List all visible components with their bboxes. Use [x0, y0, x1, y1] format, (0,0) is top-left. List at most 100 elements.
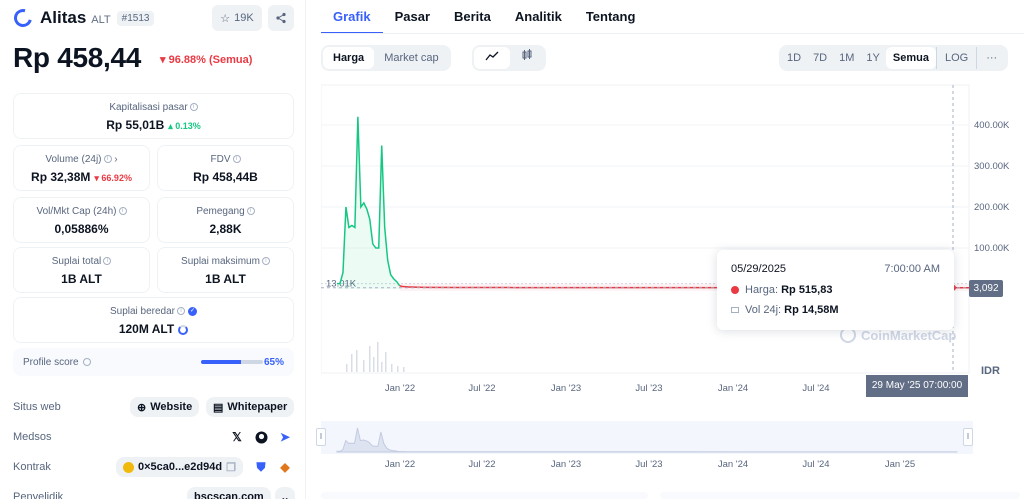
volume-bar — [381, 362, 383, 372]
market-cap-label: Kapitalisasi pasar — [109, 102, 188, 113]
volume-bar — [356, 350, 358, 372]
more-options-icon[interactable]: ··· — [976, 47, 1006, 69]
price-change: ▾ 96.88% (Semua) — [160, 53, 252, 66]
volume-bar — [373, 357, 375, 372]
fdv-label: FDV — [210, 154, 231, 165]
volume-bar — [385, 352, 387, 372]
price-toggle[interactable]: Harga — [323, 47, 375, 69]
range-1m[interactable]: 1M — [839, 52, 855, 64]
telegram-icon[interactable]: ➤ — [279, 430, 291, 444]
metamask-icon[interactable]: ◆ — [280, 460, 290, 474]
contract-address-value: 0×5ca0...e2d94d — [138, 461, 223, 473]
tooltip-price-row: Harga: Rp 515,83 — [731, 284, 832, 296]
chevron-right-icon: › — [114, 154, 118, 165]
log-scale-toggle[interactable]: LOG — [935, 47, 976, 69]
profile-score-fill — [201, 360, 242, 364]
price-line-up — [337, 116, 401, 287]
profile-score-bar — [201, 360, 263, 364]
watermark-text: CoinMarketCap — [861, 327, 957, 343]
volume-value: Rp 32,38M — [31, 170, 91, 184]
watchlist-button[interactable]: ☆ 19K — [212, 5, 262, 31]
candlestick-icon[interactable] — [510, 47, 544, 69]
holders-card: Pemegang i 2,88K — [157, 197, 294, 243]
vol-mkt-label: Vol/Mkt Cap (24h) — [36, 206, 117, 217]
coin-price: Rp 458,44 — [13, 42, 142, 73]
chart-style-toggle — [472, 45, 546, 71]
rank-badge: #1513 — [116, 10, 155, 26]
volume-label: Volume (24j) — [45, 154, 102, 165]
github-icon[interactable] — [251, 427, 271, 447]
volume-bar — [397, 366, 399, 372]
bnb-chain-icon — [123, 461, 134, 473]
document-icon: ▤ — [213, 401, 224, 414]
whitepaper-link[interactable]: ▤ Whitepaper — [206, 397, 295, 417]
tab-chart[interactable]: Grafik — [321, 0, 383, 34]
range-1d[interactable]: 1D — [787, 52, 802, 64]
explorer-link[interactable]: bscscan.com — [187, 487, 271, 499]
total-supply-card: Suplai total i 1B ALT — [13, 247, 150, 293]
contract-row-label: Kontrak — [13, 461, 51, 473]
tab-analytics[interactable]: Analitik — [514, 9, 562, 24]
crosshair-date-tag: 29 May '25 07:00:00 — [866, 375, 968, 397]
tooltip-volume-row: Vol 24j: Rp 14,58M — [731, 304, 839, 316]
range-7d[interactable]: 7D — [813, 52, 828, 64]
price-area-fill — [337, 116, 400, 289]
holders-label: Pemegang — [196, 206, 245, 217]
chart-navigator[interactable] — [321, 421, 973, 454]
volume-bar — [351, 354, 353, 372]
info-icon[interactable]: i — [118, 207, 127, 216]
tab-news[interactable]: Berita — [454, 9, 491, 24]
vol-mkt-value: 0,05886% — [54, 222, 109, 236]
navigator-left-handle[interactable]: ‖ — [316, 428, 326, 446]
navigator-tick-label: Jan '23 — [551, 459, 581, 470]
volume-bar — [369, 346, 371, 372]
star-icon: ☆ — [220, 12, 231, 25]
tabs-divider — [321, 33, 1024, 34]
info-icon[interactable]: i — [103, 155, 112, 164]
total-supply-value: 1B ALT — [61, 272, 102, 286]
website-link-label: Website — [150, 401, 193, 413]
time-range-selector: 1D 7D 1M 1Y Semua LOG ··· — [779, 45, 1009, 71]
market-cap-toggle[interactable]: Market cap — [384, 52, 439, 64]
share-button[interactable] — [268, 5, 294, 31]
share-icon — [276, 12, 286, 24]
info-icon[interactable]: i — [246, 207, 255, 216]
current-price-tag: 3,092 — [969, 280, 1003, 297]
profile-score[interactable]: Profile score 65% — [13, 348, 294, 376]
range-1y[interactable]: 1Y — [866, 52, 880, 64]
vol-mkt-card: Vol/Mkt Cap (24h) i 0,05886% — [13, 197, 150, 243]
explorer-dropdown[interactable]: ⌄ — [275, 487, 295, 499]
price-change-value: 96.88% (Semua) — [168, 54, 253, 66]
range-all[interactable]: Semua — [885, 47, 936, 69]
navigator-tick-label: Jan '24 — [718, 459, 748, 470]
info-icon[interactable]: i — [261, 257, 270, 266]
volume-card[interactable]: Volume (24j) i › Rp 32,38M ▾ 66.92% — [13, 145, 150, 191]
info-icon[interactable] — [82, 358, 91, 366]
coin-name: Alitas — [40, 8, 87, 27]
line-chart-icon[interactable] — [474, 47, 510, 69]
x-twitter-icon[interactable]: 𝕏 — [232, 430, 242, 444]
currency-label: IDR — [981, 365, 1000, 377]
website-link[interactable]: ⊕ Website — [130, 397, 200, 417]
info-icon[interactable]: i — [189, 103, 198, 112]
chart-tooltip: 05/29/2025 7:00:00 AM Harga: Rp 515,83 V… — [717, 250, 954, 330]
copy-icon[interactable]: ❐ — [226, 461, 236, 474]
navigator-right-handle[interactable]: ‖ — [963, 428, 973, 446]
circulating-label: Suplai beredar — [109, 306, 176, 317]
info-icon[interactable]: i — [232, 155, 241, 164]
total-supply-label: Suplai total — [51, 256, 102, 267]
info-icon[interactable]: i — [103, 257, 112, 266]
holders-value: 2,88K — [209, 222, 242, 236]
shield-icon[interactable]: ⛊ — [256, 459, 266, 474]
max-supply-card: Suplai maksimum i 1B ALT — [157, 247, 294, 293]
x-tick-label: Jul '24 — [802, 383, 829, 394]
tooltip-vol-label: Vol 24j: — [745, 304, 782, 316]
info-icon[interactable]: i — [177, 307, 186, 316]
website-row-label: Situs web — [13, 401, 61, 413]
x-tick-label: Jul '23 — [635, 383, 662, 394]
price-chart[interactable]: 400.00K 300.00K 200.00K 100.00K 13.01K Jan '2… — [321, 84, 1021, 404]
tab-about[interactable]: Tentang — [585, 9, 636, 24]
tab-markets[interactable]: Pasar — [394, 9, 430, 24]
contract-address[interactable]: 0×5ca0...e2d94d ❐ — [116, 457, 243, 477]
tooltip-price-label: Harga: — [745, 284, 779, 296]
